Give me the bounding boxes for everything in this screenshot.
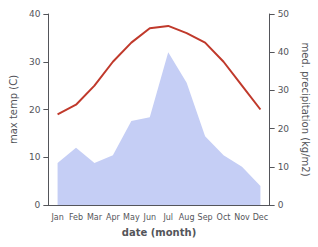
svg-text:Jul: Jul [162,213,173,222]
svg-text:Sep: Sep [198,213,213,222]
svg-text:Aug: Aug [179,213,195,222]
svg-text:40: 40 [29,9,41,19]
svg-text:Apr: Apr [106,213,121,222]
svg-text:max temp (C): max temp (C) [8,75,19,144]
svg-text:Feb: Feb [69,213,83,222]
svg-text:Oct: Oct [217,213,231,222]
svg-text:10: 10 [29,152,41,162]
svg-text:0: 0 [35,200,41,210]
svg-text:date (month): date (month) [122,227,196,238]
svg-text:50: 50 [278,9,290,19]
svg-text:30: 30 [278,85,290,95]
svg-text:Mar: Mar [87,213,103,222]
svg-text:0: 0 [278,200,284,210]
svg-text:40: 40 [278,47,290,57]
svg-text:30: 30 [29,57,41,67]
svg-text:20: 20 [29,105,41,115]
svg-text:med. precipitation (kg/m2): med. precipitation (kg/m2) [300,42,311,176]
svg-text:Jan: Jan [50,213,63,222]
svg-text:20: 20 [278,124,290,134]
svg-text:Jun: Jun [143,213,157,222]
svg-text:Dec: Dec [253,213,268,222]
svg-text:10: 10 [278,162,290,172]
svg-text:Nov: Nov [234,213,250,222]
svg-text:May: May [123,213,140,222]
